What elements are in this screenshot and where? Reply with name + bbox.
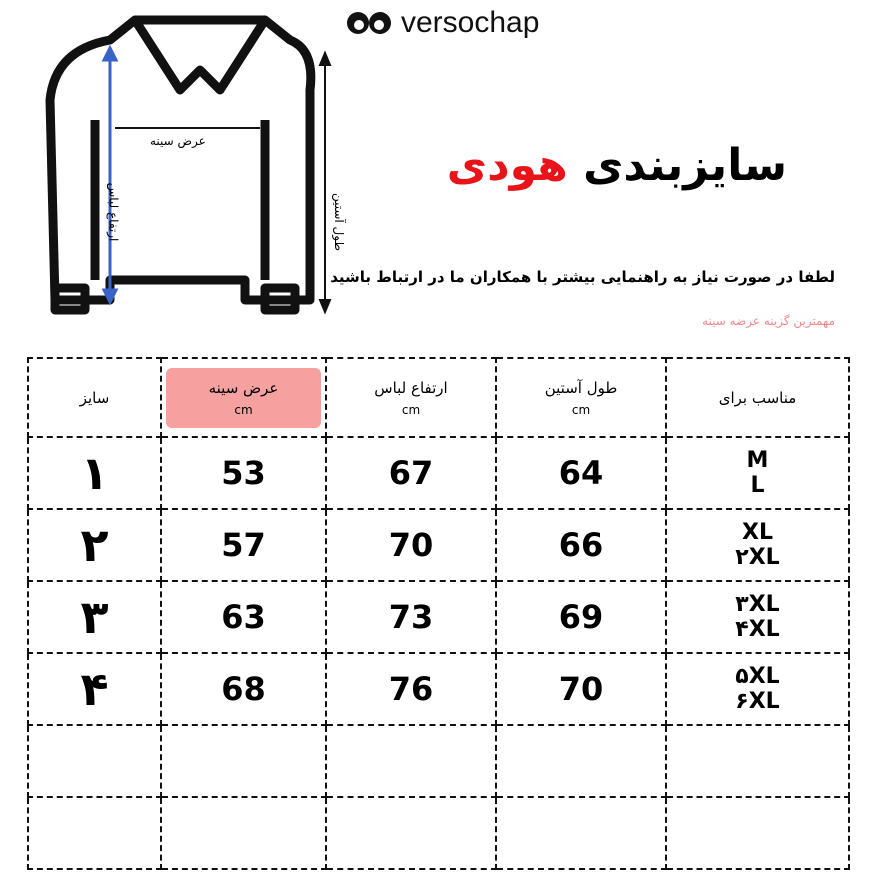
brand-name: versochap bbox=[401, 6, 540, 39]
table-row: ۴ 68 76 70 ۵XL ۶XL bbox=[27, 652, 850, 726]
fit-cell: ۳XL ۴XL bbox=[665, 580, 850, 654]
sleeve-cell: 64 bbox=[495, 436, 667, 510]
chest-cell: 57 bbox=[160, 508, 327, 582]
title-main: سایزبندی bbox=[583, 140, 787, 191]
contact-note: لطفا در صورت نیاز به راهنمایی بیشتر با ه… bbox=[330, 268, 835, 286]
table-header: سایز عرض سینه cm ارتفاع لباس cm طول آستین c… bbox=[27, 357, 850, 438]
height-cell: 76 bbox=[325, 652, 497, 726]
page-title: سایزبندی هودی bbox=[447, 140, 787, 191]
sleeve-cell: 69 bbox=[495, 580, 667, 654]
header-chest: عرض سینه cm bbox=[160, 357, 327, 438]
title-accent: هودی bbox=[446, 140, 568, 191]
table-row: ۲ 57 70 66 XL ۲XL bbox=[27, 508, 850, 582]
empty-row bbox=[27, 724, 850, 798]
highlight-note: مهمترین گزینه عرضه سینه bbox=[702, 314, 835, 328]
sleeve-cell: 66 bbox=[495, 508, 667, 582]
chest-cell: 53 bbox=[160, 436, 327, 510]
size-cell: ۱ bbox=[27, 436, 162, 510]
brand-logo: versochap bbox=[345, 6, 539, 40]
fit-cell: XL ۲XL bbox=[665, 508, 850, 582]
size-cell: ۴ bbox=[27, 652, 162, 726]
chest-cell: 63 bbox=[160, 580, 327, 654]
size-cell: ۲ bbox=[27, 508, 162, 582]
height-cell: 73 bbox=[325, 580, 497, 654]
empty-row bbox=[27, 796, 850, 870]
table-row: ۳ 63 73 69 ۳XL ۴XL bbox=[27, 580, 850, 654]
fit-cell: ۵XL ۶XL bbox=[665, 652, 850, 726]
header-height: ارتفاع لباس cm bbox=[325, 357, 497, 438]
owl-eyes-icon bbox=[347, 12, 391, 34]
chest-label: عرض سینه bbox=[150, 134, 206, 148]
table-row: ۱ 53 67 64 M L bbox=[27, 436, 850, 510]
size-table: سایز عرض سینه cm ارتفاع لباس cm طول آستین c… bbox=[27, 357, 850, 870]
height-cell: 67 bbox=[325, 436, 497, 510]
height-label: ارتفاع لباس bbox=[106, 182, 121, 242]
chest-cell: 68 bbox=[160, 652, 327, 726]
hoodie-diagram bbox=[45, 15, 332, 315]
sleeve-cell: 70 bbox=[495, 652, 667, 726]
size-cell: ۳ bbox=[27, 580, 162, 654]
height-cell: 70 bbox=[325, 508, 497, 582]
header-size: سایز bbox=[27, 357, 162, 438]
header-sleeve: طول آستین cm bbox=[495, 357, 667, 438]
header-fit: مناسب برای bbox=[665, 357, 850, 438]
sleeve-label: طول آستین bbox=[332, 192, 347, 252]
